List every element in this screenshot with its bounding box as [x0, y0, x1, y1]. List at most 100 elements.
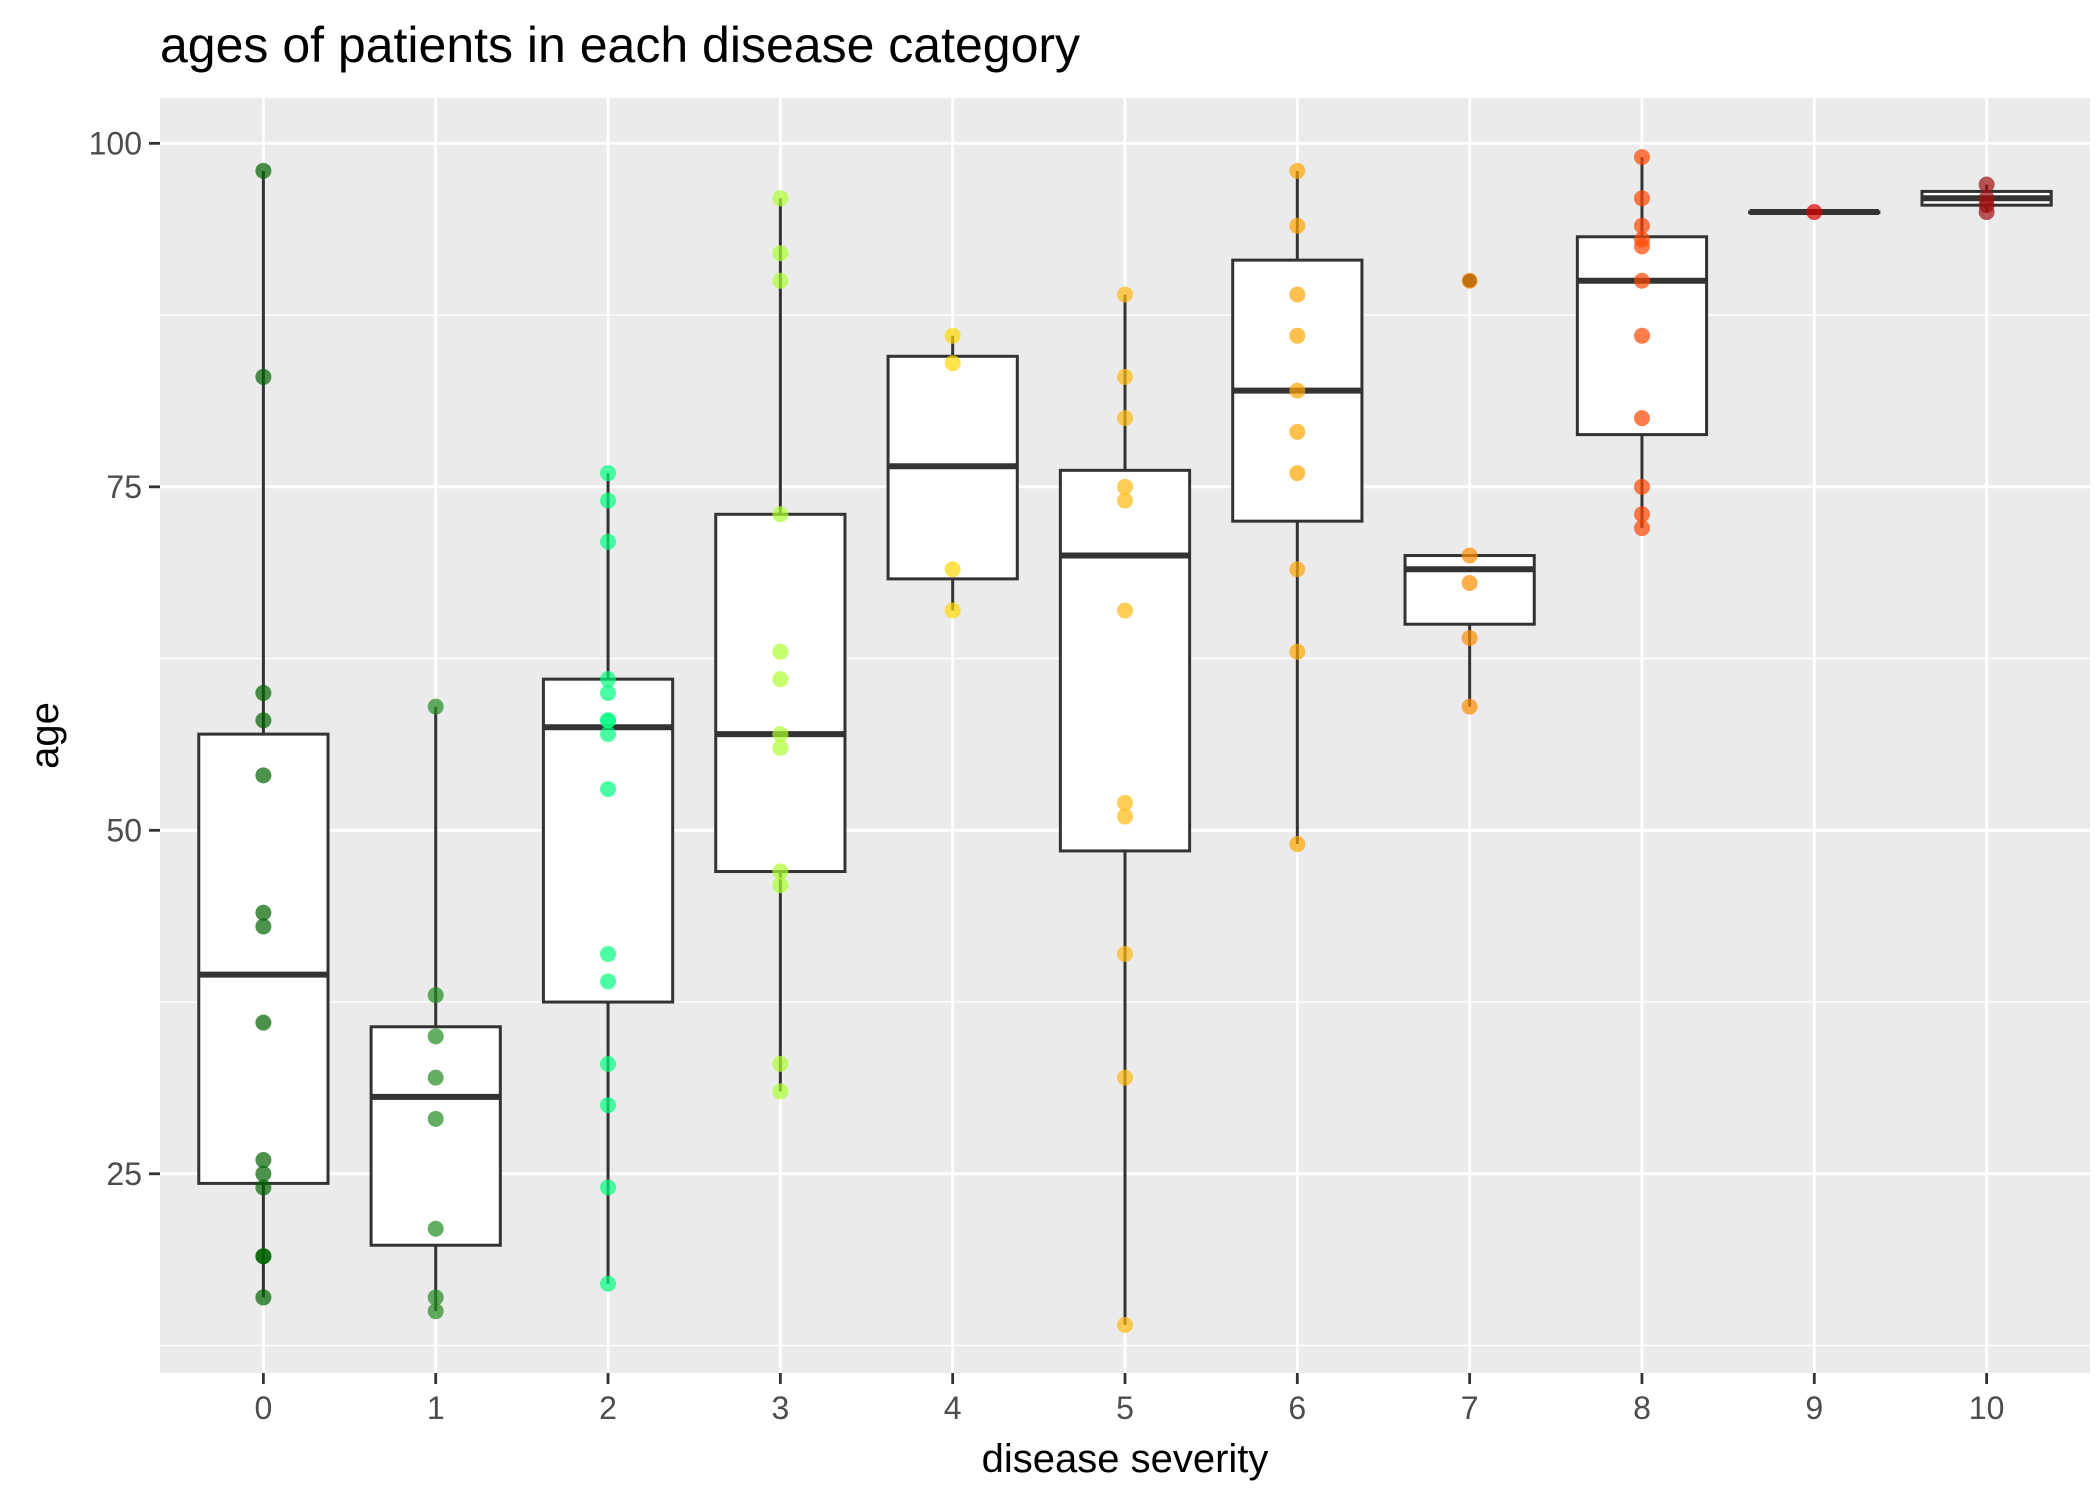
data-point [1461, 272, 1478, 289]
data-point [1117, 478, 1133, 495]
data-point [1978, 204, 1995, 221]
data-point [255, 767, 272, 784]
data-point [772, 726, 789, 743]
data-point [772, 877, 789, 894]
data-point [1633, 327, 1650, 344]
data-point [427, 1028, 444, 1045]
data-point [1117, 794, 1133, 811]
box-5 [1058, 294, 1192, 1325]
data-point [772, 1083, 789, 1100]
x-tick-label: 1 [427, 1390, 445, 1426]
x-tick-label: 9 [1805, 1390, 1823, 1426]
data-point [1117, 808, 1133, 825]
data-point [1289, 286, 1306, 303]
data-point [1117, 410, 1133, 427]
data-point [1117, 1069, 1133, 1086]
y-tick-label: 50 [106, 812, 142, 848]
data-point [1633, 217, 1650, 234]
y-tick-label: 75 [106, 469, 142, 505]
data-point [600, 973, 617, 990]
data-point [1633, 478, 1650, 495]
data-point [1633, 149, 1650, 166]
data-point [600, 1179, 617, 1196]
x-tick-label: 3 [771, 1390, 789, 1426]
data-point [255, 684, 272, 701]
x-tick-label: 5 [1116, 1390, 1134, 1426]
data-point [255, 1179, 272, 1196]
data-point [600, 781, 617, 798]
data-point [427, 1289, 444, 1306]
data-point [1633, 272, 1650, 289]
box-iqr [714, 512, 847, 874]
data-point [255, 904, 272, 921]
data-point [772, 245, 789, 262]
box-iqr [197, 732, 330, 1185]
data-point [255, 368, 272, 385]
data-point [1117, 945, 1133, 962]
data-point [600, 684, 617, 701]
x-axis-title: disease severity [982, 1437, 1269, 1481]
data-point [255, 918, 272, 935]
data-point [1806, 204, 1823, 221]
data-point [600, 726, 617, 743]
data-point [1461, 698, 1478, 715]
data-point [1633, 190, 1650, 207]
data-point [944, 602, 961, 619]
data-point [944, 355, 961, 372]
data-point [600, 945, 617, 962]
data-point [1289, 217, 1306, 234]
data-point [1289, 836, 1306, 853]
data-point [1633, 520, 1650, 537]
x-tick-label: 0 [254, 1390, 272, 1426]
box-0 [197, 170, 330, 1298]
data-point [427, 1303, 444, 1320]
data-point [1289, 423, 1306, 440]
data-point [1117, 602, 1133, 619]
data-point [772, 671, 789, 688]
data-point [772, 190, 789, 207]
x-tick-label: 4 [944, 1390, 962, 1426]
data-point [772, 739, 789, 756]
data-point [772, 1055, 789, 1072]
data-point [255, 1289, 272, 1306]
box-4 [886, 335, 1019, 611]
data-point [600, 1097, 617, 1114]
data-point [255, 1248, 272, 1265]
data-point [427, 1220, 444, 1237]
data-point [255, 712, 272, 729]
data-point [1978, 176, 1995, 193]
x-tick-label: 10 [1969, 1390, 2005, 1426]
data-point [944, 561, 961, 578]
data-point [600, 1055, 617, 1072]
data-point [1633, 238, 1650, 255]
data-point [255, 1014, 272, 1031]
box-iqr [369, 1025, 502, 1247]
data-point [1461, 547, 1478, 564]
y-tick-label: 25 [106, 1156, 142, 1192]
data-point [944, 327, 961, 344]
data-points [255, 149, 1995, 1333]
box-7 [1403, 273, 1536, 707]
data-point [772, 506, 789, 523]
y-axis: 25 50 75 100 [89, 125, 160, 1192]
chart-title: ages of patients in each disease categor… [160, 17, 1080, 73]
x-tick-label: 2 [599, 1390, 617, 1426]
data-point [1289, 382, 1306, 399]
x-tick-label: 7 [1461, 1390, 1479, 1426]
data-point [427, 1110, 444, 1127]
data-point [1461, 629, 1478, 646]
data-point [600, 712, 617, 729]
boxes [197, 157, 2053, 1325]
data-point [600, 465, 617, 482]
data-point [1289, 327, 1306, 344]
data-point [600, 671, 617, 688]
data-point [772, 272, 789, 289]
data-point [1117, 286, 1133, 303]
data-point [1289, 162, 1306, 179]
data-point [1633, 506, 1650, 523]
box-1 [369, 706, 502, 1312]
data-point [1289, 643, 1306, 660]
data-point [1289, 561, 1306, 578]
box-iqr [1058, 468, 1192, 853]
